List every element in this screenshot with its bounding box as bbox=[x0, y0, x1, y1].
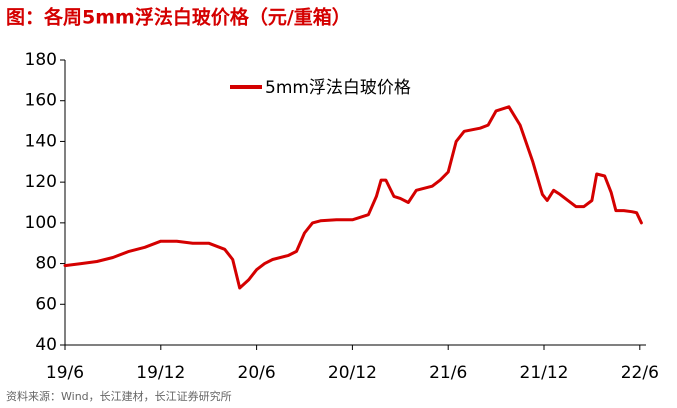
x-tick-label: 19/12 bbox=[136, 363, 185, 383]
price-line bbox=[63, 105, 643, 290]
x-tick-label: 20/6 bbox=[238, 363, 276, 383]
x-tick-label: 19/6 bbox=[46, 363, 84, 383]
y-tick-label: 180 bbox=[25, 50, 57, 70]
chart-title: 图：各周5mm浮法白玻价格（元/重箱） bbox=[6, 6, 351, 29]
x-tick-label: 22/6 bbox=[621, 363, 659, 383]
x-tick-label: 21/6 bbox=[429, 363, 467, 383]
y-tick-label: 120 bbox=[25, 172, 57, 192]
x-tick-label: 20/12 bbox=[328, 363, 377, 383]
x-tick-label: 21/12 bbox=[520, 363, 569, 383]
y-tick-label: 40 bbox=[35, 335, 57, 355]
y-tick-label: 140 bbox=[25, 131, 57, 151]
y-tick-label: 160 bbox=[25, 91, 57, 111]
source-note: 资料来源：Wind，长江建材，长江证券研究所 bbox=[6, 389, 232, 403]
y-tick-label: 60 bbox=[35, 294, 57, 314]
y-tick-label: 80 bbox=[35, 254, 57, 274]
y-tick-label: 100 bbox=[25, 213, 57, 233]
legend-label: 5mm浮法白玻价格 bbox=[265, 78, 411, 98]
